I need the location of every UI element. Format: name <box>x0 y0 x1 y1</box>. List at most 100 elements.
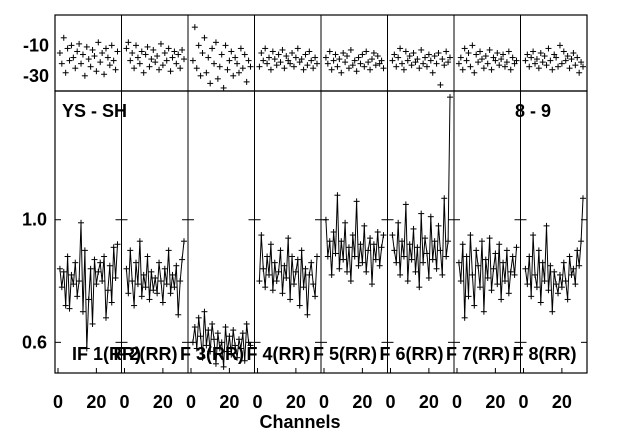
phase-point <box>289 50 296 56</box>
phase-point <box>294 45 301 52</box>
phase-point <box>131 65 138 72</box>
amplitude-point <box>312 293 319 300</box>
amplitude-point <box>285 235 292 242</box>
phase-point <box>264 60 271 67</box>
phase-point <box>142 51 149 58</box>
phase-point <box>471 69 478 76</box>
amplitude-point <box>412 268 419 275</box>
amplitude-point <box>492 250 499 257</box>
amplitude-point <box>532 271 539 278</box>
phase-point <box>277 59 284 66</box>
phase-point <box>511 60 518 67</box>
phase-point <box>70 54 77 61</box>
phase-point <box>64 45 71 52</box>
phase-point <box>441 62 448 69</box>
phase-point <box>494 50 501 56</box>
phase-point <box>156 66 163 73</box>
amplitude-point <box>535 247 542 254</box>
amplitude-point <box>102 314 109 321</box>
phase-point <box>463 57 470 64</box>
amplitude-point <box>374 229 381 235</box>
phase-point <box>509 54 516 61</box>
amplitude-point <box>359 259 366 266</box>
amplitude-point <box>146 296 153 303</box>
phase-point <box>465 50 472 56</box>
phase-point <box>97 59 104 66</box>
amplitude-point <box>336 265 343 272</box>
amplitude-point <box>283 274 290 281</box>
amplitude-point <box>267 241 274 248</box>
amplitude-point <box>423 250 430 257</box>
amplitude-point <box>110 244 117 251</box>
amplitude-point <box>140 271 147 278</box>
phase-point <box>368 56 375 63</box>
phase-point <box>83 43 90 50</box>
phase-point <box>56 50 63 56</box>
phase-point <box>165 45 172 52</box>
amplitude-point <box>211 336 218 343</box>
amplitude-point <box>277 247 284 254</box>
amplitude-y-tick-label: 1.0 <box>22 210 47 230</box>
phase-point <box>148 56 155 63</box>
amplitude-point <box>169 271 176 278</box>
phase-point <box>171 48 178 55</box>
amplitude-point <box>570 265 577 272</box>
phase-point <box>532 60 539 67</box>
phase-point <box>95 39 102 46</box>
phase-point <box>332 51 339 58</box>
amplitude-point <box>334 192 341 199</box>
amplitude-point <box>475 262 482 269</box>
x-tick-label: 20 <box>419 392 439 412</box>
amplitude-point <box>555 290 562 297</box>
amplitude-point <box>367 235 374 242</box>
phase-point <box>353 68 360 75</box>
x-axis-label: Channels <box>259 412 340 432</box>
amplitude-point <box>66 305 73 312</box>
phase-y-tick-label: -30 <box>23 66 49 86</box>
amplitude-point <box>547 262 554 269</box>
amplitude-point <box>91 256 98 263</box>
phase-point <box>212 39 219 46</box>
amplitude-point <box>380 232 387 239</box>
amplitude-point <box>545 287 552 294</box>
amplitude-series-line <box>325 195 384 285</box>
phase-point <box>302 51 309 58</box>
phase-point <box>570 50 577 56</box>
phase-point <box>232 54 239 61</box>
phase-point <box>340 50 347 56</box>
phase-point <box>271 56 278 63</box>
amplitude-series-line <box>59 222 118 349</box>
phase-point <box>214 75 221 82</box>
amplitude-point <box>290 281 297 288</box>
x-tick-label: 20 <box>552 392 572 412</box>
x-tick-label: 20 <box>485 392 505 412</box>
phase-point <box>290 63 297 70</box>
phase-point <box>159 62 166 69</box>
amplitude-point <box>425 274 432 281</box>
amplitude-point <box>131 302 138 309</box>
phase-point <box>372 62 379 69</box>
amplitude-point <box>89 320 96 327</box>
amplitude-point <box>365 247 372 254</box>
phase-point <box>541 53 548 60</box>
phase-point <box>418 46 425 53</box>
amplitude-point <box>234 354 241 361</box>
amplitude-point <box>179 256 186 263</box>
phase-point <box>347 46 354 53</box>
amplitude-point <box>469 271 476 278</box>
amplitude-point <box>205 327 212 334</box>
phase-point <box>218 51 225 58</box>
amplitude-point <box>574 247 581 254</box>
amplitude-point <box>222 324 229 331</box>
amplitude-point <box>81 247 88 254</box>
phase-point <box>402 48 409 55</box>
amplitude-point <box>433 265 440 272</box>
phase-point <box>551 51 558 58</box>
phase-point <box>304 62 311 69</box>
amplitude-point <box>62 302 69 309</box>
amplitude-point <box>473 247 480 254</box>
phase-point <box>361 63 368 70</box>
amplitude-point <box>258 232 265 239</box>
amplitude-point <box>269 287 276 294</box>
amplitude-point <box>551 268 558 275</box>
